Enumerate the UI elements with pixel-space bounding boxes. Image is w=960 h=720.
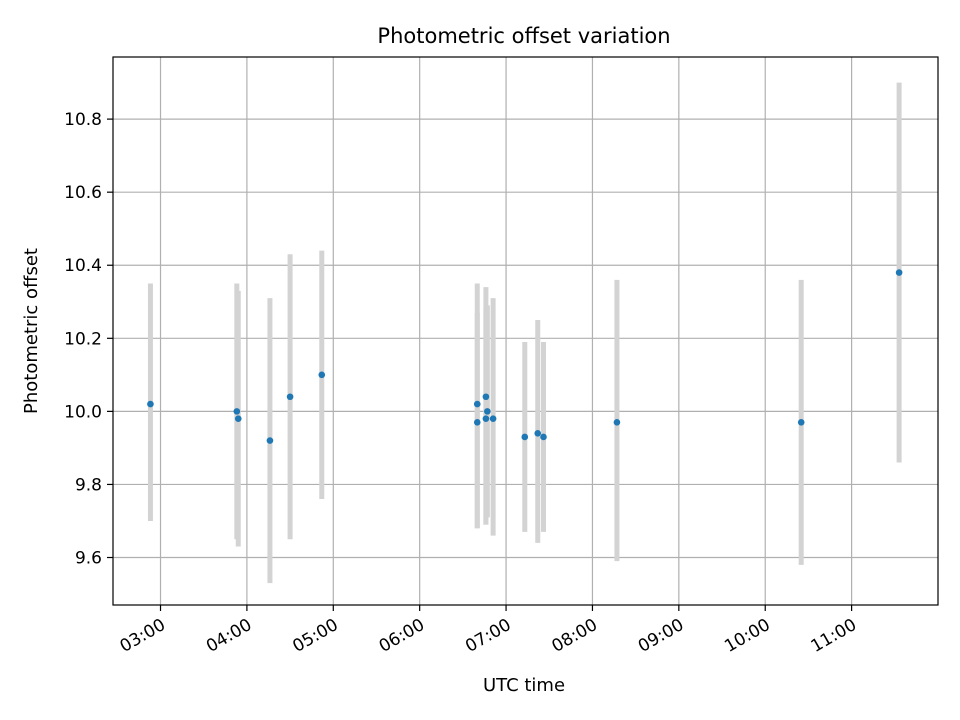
x-tick-label: 04:00 [203,615,255,657]
x-tick-label: 09:00 [635,615,687,657]
data-point [234,415,242,422]
data-point [473,400,481,408]
data-point [895,269,903,276]
data-point [797,419,805,426]
data-point [521,433,529,441]
y-tick-label: 10.2 [64,329,102,349]
data-point [473,419,481,426]
error-bars [147,82,902,584]
data-point [318,371,326,379]
x-axis-ticks: 03:00 04:00 05:00 06:00 07:00 08:00 09:00 10:00… [117,605,860,657]
x-axis-label: UTC time [483,675,565,696]
x-tick-label: 11:00 [808,615,860,657]
data-point [534,429,542,437]
y-tick-label: 9.6 [75,549,102,569]
data-point [286,393,294,401]
data-point [266,437,274,444]
data-point [482,415,490,422]
data-point [482,393,490,401]
y-axis-label: Photometric offset [21,248,42,414]
data-point [540,433,547,441]
x-tick-label: 07:00 [462,615,514,657]
y-tick-label: 10.6 [64,183,102,203]
chart-title: Photometric offset variation [377,24,670,48]
x-tick-label: 10:00 [721,615,773,657]
x-tick-label: 08:00 [549,615,601,657]
plot-area-frame [112,56,939,606]
y-tick-label: 10.0 [64,402,102,422]
y-tick-label: 9.8 [75,475,102,495]
x-tick-label: 06:00 [376,615,428,657]
data-point [484,408,491,415]
data-point [489,415,497,422]
y-tick-label: 10.4 [64,256,102,276]
x-tick-label: 03:00 [117,615,169,657]
y-axis-ticks: 9.6 9.8 10.0 10.2 10.4 10.6 10.8 [64,110,113,569]
data-point [233,408,241,415]
data-point [613,419,621,426]
x-tick-label: 05:00 [289,615,341,657]
y-tick-label: 10.8 [64,110,102,130]
data-points [147,269,903,444]
data-point [147,400,154,408]
